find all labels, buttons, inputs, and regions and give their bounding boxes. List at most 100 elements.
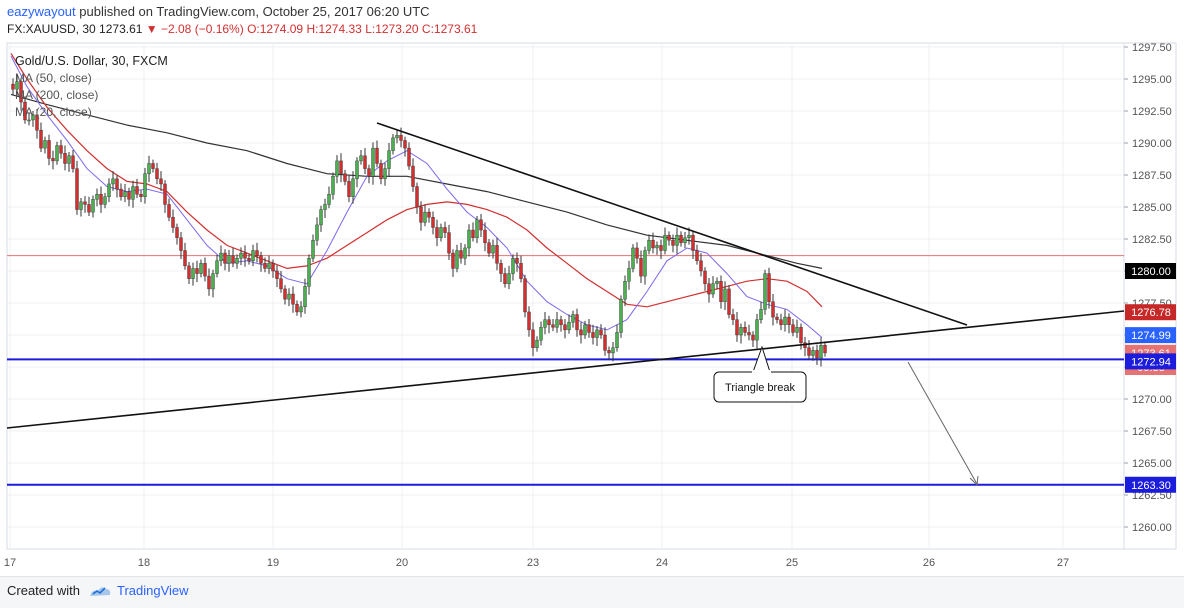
candle-up: [615, 332, 619, 349]
callout-pointer: [752, 345, 771, 373]
candle-down: [295, 304, 299, 313]
price-chart[interactable]: 1297.50 1295.00 1292.50 1290.00 1287.50 1285.…: [0, 0, 1184, 576]
candle-down: [779, 319, 783, 325]
candle-down: [691, 234, 695, 251]
candle-down: [787, 316, 791, 325]
y-tick-label: 1297.50: [1132, 42, 1172, 54]
candle-down: [59, 145, 63, 154]
candle-down: [731, 314, 735, 320]
author-link[interactable]: eazywayout: [7, 4, 76, 19]
candle-down: [559, 319, 563, 325]
candle-up: [335, 160, 339, 177]
candle-down: [767, 273, 771, 302]
candle-down: [479, 219, 483, 231]
candle-up: [811, 350, 815, 356]
candle-down: [743, 327, 747, 333]
candle-down: [799, 327, 803, 343]
descending-trendline: [376, 122, 968, 326]
candle-up: [55, 145, 59, 162]
candle-down: [187, 265, 191, 279]
candle-up: [267, 263, 271, 269]
candle-down: [483, 229, 487, 244]
candle-up: [315, 224, 319, 241]
candle-down: [603, 334, 607, 351]
candle-down: [679, 234, 683, 244]
candle-up: [619, 298, 623, 333]
candle-down: [435, 227, 439, 238]
candle-down: [547, 319, 551, 325]
chart-legend: Gold/U.S. Dollar, 30, FXCM MA (50, close…: [15, 53, 168, 121]
candle-up: [395, 135, 399, 139]
x-tick-label: 20: [396, 557, 408, 569]
candle-down: [579, 329, 583, 336]
candle-down: [379, 163, 383, 180]
candle-up: [627, 268, 631, 282]
candle-down: [699, 260, 703, 272]
candle-down: [419, 206, 423, 223]
candle-down: [427, 211, 431, 218]
candle-down: [171, 217, 175, 228]
y-tick-label: 1265.00: [1132, 458, 1172, 470]
candle-down: [259, 255, 263, 264]
candle-down: [271, 263, 275, 272]
candle-up: [319, 209, 323, 226]
price-label: 1263.30: [1131, 480, 1171, 492]
created-with-label: Created with: [7, 583, 80, 598]
candle-down: [183, 250, 187, 267]
candle-up: [511, 258, 515, 274]
candle-up: [227, 255, 231, 264]
candle-up: [123, 191, 127, 197]
candle-down: [339, 160, 343, 174]
high-label: H:1274.33: [306, 22, 362, 36]
change-label: ▼ −2.08 (−0.16%): [145, 22, 244, 36]
candle-up: [327, 193, 331, 205]
candle-down: [367, 168, 371, 177]
candle-down: [399, 135, 403, 141]
y-tick-label: 1262.50: [1132, 490, 1172, 502]
candle-up: [763, 273, 767, 310]
candle-down: [751, 334, 755, 341]
candle-up: [67, 155, 71, 164]
candle-down: [747, 332, 751, 336]
candle-down: [771, 301, 775, 318]
candle-down: [263, 263, 267, 269]
candle-down: [519, 263, 523, 279]
price-label: 1280.00: [1131, 266, 1171, 278]
candle-up: [239, 252, 243, 259]
low-label: L:1273.20: [365, 22, 419, 36]
candle-up: [475, 219, 479, 238]
candle-up: [199, 263, 203, 274]
candle-down: [167, 204, 171, 218]
candle-down: [499, 263, 503, 274]
candle-down: [247, 258, 251, 261]
candle-down: [71, 155, 75, 169]
candle-up: [663, 234, 667, 251]
candle-down: [599, 329, 603, 336]
candle-down: [459, 250, 463, 259]
candle-down: [203, 263, 207, 277]
candle-up: [235, 258, 239, 264]
candle-down: [431, 217, 435, 228]
publish-info: eazywayout published on TradingView.com,…: [7, 4, 430, 19]
candle-up: [371, 147, 375, 177]
candle-up: [307, 258, 311, 287]
candle-up: [27, 119, 31, 122]
candle-up: [107, 183, 111, 197]
candle-up: [79, 201, 83, 210]
candle-down: [135, 186, 139, 195]
candle-up: [331, 176, 335, 195]
last-price: 1273.61: [99, 22, 143, 36]
candle-up: [383, 168, 387, 180]
candle-up: [211, 273, 215, 290]
price-axis: [1123, 42, 1177, 550]
candle-down: [703, 270, 707, 285]
candle-up: [647, 240, 651, 251]
candle-down: [575, 314, 579, 331]
candle-down: [415, 186, 419, 208]
tradingview-link[interactable]: TradingView: [117, 583, 189, 598]
price-label-bg: [1125, 476, 1176, 493]
x-tick-label: 18: [138, 557, 150, 569]
candle-down: [707, 283, 711, 295]
candle-up: [611, 347, 615, 354]
candle-down: [695, 250, 699, 261]
